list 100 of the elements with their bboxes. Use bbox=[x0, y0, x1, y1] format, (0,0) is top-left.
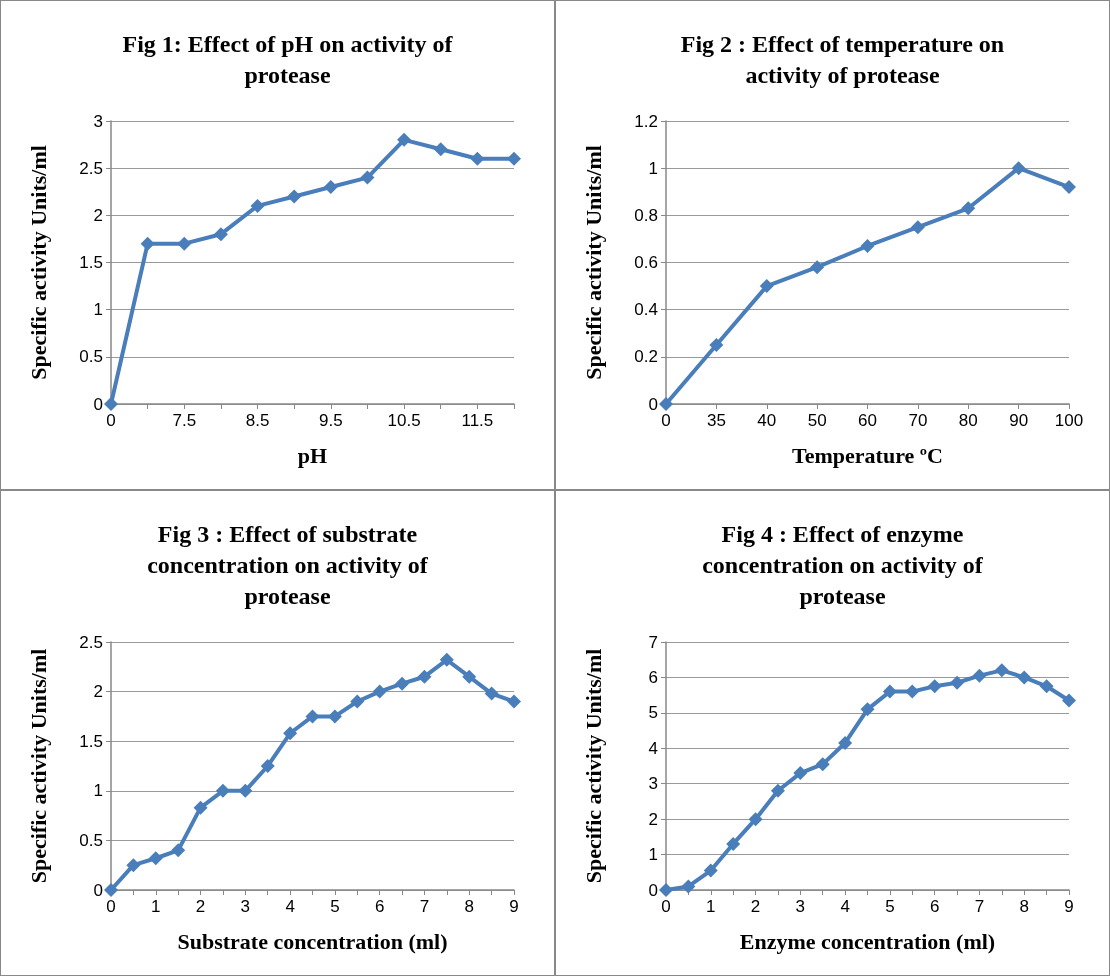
x-tick-label: 70 bbox=[908, 411, 928, 430]
y-tick-label: 0.5 bbox=[79, 347, 103, 367]
x-tick-label: 0 bbox=[661, 411, 671, 430]
y-tick-label: 2 bbox=[93, 682, 103, 702]
x-tick-label: 4 bbox=[840, 897, 850, 916]
point bbox=[1062, 180, 1076, 195]
point bbox=[433, 142, 448, 157]
y-tick-label: 6 bbox=[648, 667, 658, 687]
point bbox=[417, 669, 432, 684]
point bbox=[372, 684, 387, 699]
point bbox=[748, 812, 763, 827]
point bbox=[260, 759, 275, 773]
y-tick-label: 2.5 bbox=[79, 158, 103, 178]
x-tick-label: 6 bbox=[374, 897, 385, 916]
point bbox=[250, 198, 265, 213]
x-tick-label: 90 bbox=[1009, 411, 1029, 430]
point bbox=[1062, 693, 1076, 708]
point bbox=[1039, 679, 1054, 694]
x-tick-label: 100 bbox=[1054, 411, 1084, 430]
point bbox=[726, 836, 741, 851]
x-tick-label: 5 bbox=[330, 897, 340, 916]
x-tick-label: 2 bbox=[195, 897, 206, 916]
y-axis-title: Specific activity Units/ml bbox=[580, 145, 606, 380]
x-tick-label: 1 bbox=[706, 897, 716, 916]
point bbox=[238, 783, 253, 798]
x-axis-title: Enzyme concentration (ml) bbox=[739, 928, 996, 954]
y-tick-label: 2 bbox=[648, 809, 658, 829]
point bbox=[703, 863, 718, 878]
point bbox=[1017, 670, 1032, 685]
x-tick-label: 8 bbox=[1019, 897, 1029, 916]
chart-title: Fig 1: Effect of pH on activity of protease bbox=[121, 30, 454, 90]
x-tick-label: 40 bbox=[757, 411, 777, 430]
point bbox=[770, 783, 785, 798]
point bbox=[1011, 161, 1026, 176]
y-tick-label: 0.6 bbox=[634, 253, 658, 272]
x-tick-label: 0 bbox=[106, 411, 116, 430]
point bbox=[681, 879, 696, 894]
point bbox=[484, 686, 499, 701]
point bbox=[360, 170, 375, 185]
y-tick-label: 0.5 bbox=[79, 830, 103, 850]
point bbox=[950, 675, 965, 690]
point bbox=[193, 800, 208, 815]
x-tick-label: 3 bbox=[795, 897, 806, 916]
x-tick-label: 3 bbox=[240, 897, 251, 916]
x-axis-title: Temperature ºC bbox=[792, 442, 943, 468]
y-tick-label: 7 bbox=[648, 632, 658, 652]
x-tick-label: 2 bbox=[750, 897, 761, 916]
point bbox=[462, 669, 477, 684]
y-axis-title: Specific activity Units/ml bbox=[25, 648, 51, 884]
x-tick-label: 6 bbox=[929, 897, 940, 916]
x-axis-title: Substrate concentration (ml) bbox=[177, 928, 448, 954]
point bbox=[659, 883, 673, 897]
y-tick-label: 1.5 bbox=[79, 731, 103, 751]
x-tick-label: 80 bbox=[958, 411, 978, 430]
point bbox=[882, 684, 897, 699]
x-tick-label: 8.5 bbox=[245, 411, 270, 430]
y-tick-label: 0 bbox=[93, 880, 103, 900]
y-tick-label: 1 bbox=[648, 158, 658, 178]
point bbox=[439, 652, 454, 667]
point bbox=[177, 236, 192, 251]
point bbox=[215, 783, 230, 798]
x-tick-label: 4 bbox=[285, 897, 295, 916]
point bbox=[350, 694, 365, 709]
y-tick-label: 0 bbox=[648, 394, 658, 414]
point bbox=[507, 694, 521, 709]
point bbox=[283, 726, 298, 741]
point bbox=[709, 338, 724, 353]
x-tick-label: 7.5 bbox=[172, 411, 197, 430]
point bbox=[126, 858, 141, 873]
point bbox=[838, 735, 853, 750]
point bbox=[815, 757, 830, 772]
y-tick-label: 2 bbox=[93, 205, 103, 225]
x-tick-label: 50 bbox=[807, 411, 827, 430]
point bbox=[140, 236, 155, 251]
x-tick-label: 0 bbox=[661, 897, 671, 916]
y-tick-label: 1 bbox=[648, 845, 658, 865]
point bbox=[104, 397, 118, 411]
y-tick-label: 4 bbox=[648, 738, 658, 758]
x-tick-label: 1 bbox=[151, 897, 161, 916]
x-tick-label: 7 bbox=[419, 897, 430, 916]
point bbox=[213, 227, 228, 242]
x-tick-label: 8 bbox=[464, 897, 474, 916]
point bbox=[397, 132, 412, 147]
point bbox=[927, 679, 942, 694]
y-tick-label: 0.2 bbox=[634, 347, 658, 367]
x-tick-label: 9.5 bbox=[319, 411, 343, 430]
x-tick-label: 9 bbox=[1064, 897, 1074, 916]
point bbox=[810, 260, 825, 275]
chart-title: Fig 4 : Effect of enzyme concentration on activity of protease bbox=[701, 520, 984, 611]
point bbox=[148, 851, 163, 866]
y-tick-label: 0 bbox=[648, 880, 658, 900]
y-axis-title: Specific activity Units/ml bbox=[25, 145, 51, 380]
y-tick-label: 5 bbox=[648, 703, 658, 723]
point bbox=[961, 201, 976, 216]
y-tick-label: 0 bbox=[93, 394, 103, 414]
y-tick-label: 2.5 bbox=[79, 632, 103, 652]
point bbox=[287, 189, 302, 204]
y-tick-label: 1 bbox=[93, 781, 103, 801]
y-tick-label: 1.2 bbox=[634, 111, 658, 131]
point bbox=[905, 684, 920, 699]
